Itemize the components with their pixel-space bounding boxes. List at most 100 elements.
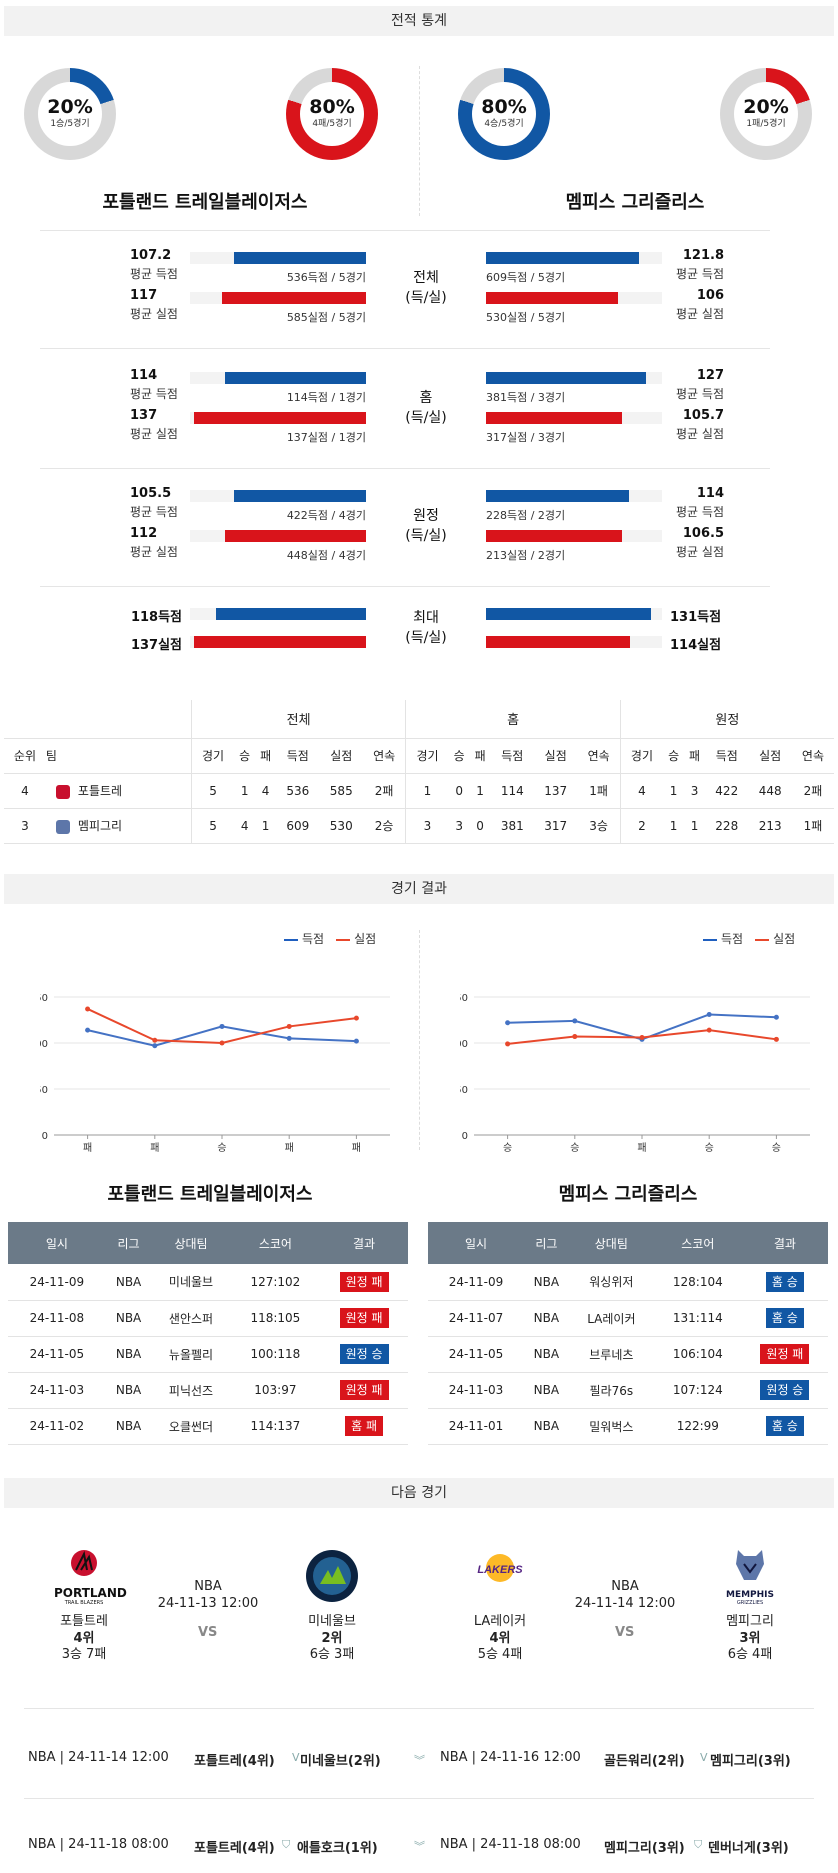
right-max-bar bbox=[486, 636, 630, 648]
left-home-name: 포틀트레 bbox=[60, 1614, 108, 1629]
standings-header: 패 bbox=[469, 738, 491, 774]
results-cell: 122:99 bbox=[653, 1408, 742, 1445]
right-stat-bar bbox=[486, 490, 629, 502]
standings-header: 팀 bbox=[45, 738, 192, 774]
result-badge: 원정 패 bbox=[339, 1308, 389, 1328]
results-cell: 24-11-08 bbox=[8, 1300, 106, 1337]
results-cell: 원정 패 bbox=[320, 1372, 408, 1409]
right-max-value: 114실점 bbox=[670, 638, 722, 653]
donut-percent: 80% bbox=[309, 96, 355, 118]
results-cell: 원정 패 bbox=[320, 1300, 408, 1337]
data-point bbox=[353, 1038, 359, 1044]
vs-icon: V bbox=[700, 1751, 708, 1764]
donut-sub: 4패/5경기 bbox=[312, 119, 352, 129]
results-cell: NBA bbox=[523, 1408, 569, 1445]
y-tick-label: 150 bbox=[40, 993, 48, 1004]
standings-cell: 4 bbox=[619, 773, 664, 809]
result-badge: 원정 패 bbox=[760, 1344, 810, 1364]
standings-header: 경기 bbox=[405, 738, 449, 774]
y-tick-label: 0 bbox=[462, 1131, 468, 1142]
standings-cell: 228 bbox=[705, 808, 749, 844]
data-point bbox=[286, 1023, 292, 1029]
data-point bbox=[85, 1006, 91, 1012]
compare-category-sub: (득/실) bbox=[405, 410, 447, 426]
standings-header: 승 bbox=[663, 738, 685, 774]
schedule-2-right-team: 멤피그리(3위) bbox=[604, 1841, 685, 1856]
data-point bbox=[505, 1041, 511, 1047]
standings-cell: 0 bbox=[448, 773, 470, 809]
right-results-table: 일시 리그 상대팀 스코어 결과 24-11-09 NBA 워싱위저 128:104 홈 승 24-… bbox=[428, 1222, 828, 1445]
result-badge: 홈 승 bbox=[765, 1308, 804, 1328]
results-row: 24-11-02 NBA 오클썬더 114:137 홈 패 bbox=[8, 1408, 408, 1445]
right-stat-text: 609득점 / 5경기 bbox=[486, 271, 566, 284]
left-stat-bar bbox=[225, 530, 366, 542]
legend-swatch-score bbox=[284, 938, 298, 941]
data-point bbox=[706, 1027, 712, 1033]
left-line-chart: 0 50 100 150 패 패 승 패 패 bbox=[40, 993, 390, 1154]
right-next-league: NBA bbox=[611, 1579, 639, 1594]
standings-cell: 609 bbox=[276, 808, 320, 844]
data-point bbox=[572, 1018, 578, 1024]
standings-header: 패 bbox=[255, 738, 277, 774]
max-category: 최대 bbox=[413, 610, 439, 626]
standings-cell: 1 bbox=[234, 773, 256, 809]
results-header: 일시 bbox=[428, 1222, 524, 1264]
standings-header: 경기 bbox=[619, 738, 664, 774]
left-away-name: 미네울브 bbox=[308, 1614, 356, 1629]
results-cell: 뉴올펠리 bbox=[151, 1336, 231, 1373]
results-cell: 원정 승 bbox=[320, 1336, 408, 1373]
results-cell: 오클썬더 bbox=[151, 1408, 231, 1445]
schedule-2-right-opp: 덴버너게(3위) bbox=[708, 1841, 789, 1856]
memphis-logo-icon bbox=[55, 819, 70, 834]
right-stat-label: 평균 실점 bbox=[676, 427, 724, 441]
data-point bbox=[152, 1043, 158, 1049]
right-home-rank: 4위 bbox=[489, 1631, 511, 1646]
chevron-down-icon: ︾ bbox=[414, 1840, 425, 1853]
left-stat-bar bbox=[234, 490, 366, 502]
compare-category: 홈 bbox=[419, 390, 433, 406]
left-stat-value: 114 bbox=[130, 368, 158, 383]
left-max-value: 137실점 bbox=[130, 638, 182, 653]
right-stat-value: 121.8 bbox=[682, 248, 724, 263]
results-cell: 미네울브 bbox=[151, 1264, 231, 1301]
standings-header: 연속 bbox=[577, 738, 621, 774]
left-away-rank: 2위 bbox=[321, 1631, 343, 1646]
chart-divider bbox=[419, 930, 420, 1150]
x-tick-label: 패 bbox=[285, 1142, 294, 1154]
right-stat-value: 105.7 bbox=[682, 408, 724, 423]
results-header: 일시 bbox=[8, 1222, 106, 1264]
standings-header: 승 bbox=[234, 738, 256, 774]
right-away-rank: 3위 bbox=[739, 1631, 761, 1646]
results-cell: 홈 승 bbox=[741, 1408, 828, 1445]
standings-cell: 1패 bbox=[791, 808, 834, 844]
data-point bbox=[639, 1034, 645, 1040]
x-tick-label: 승 bbox=[705, 1142, 714, 1154]
x-tick-label: 패 bbox=[150, 1142, 159, 1154]
data-point bbox=[773, 1036, 779, 1042]
right-line-chart: 0 50 100 150 승 승 패 승 승 bbox=[460, 993, 810, 1154]
results-cell: NBA bbox=[523, 1264, 569, 1301]
right-stat-bar bbox=[486, 412, 622, 424]
right-results-team-name: 멤피스 그리즐리스 bbox=[558, 1184, 698, 1205]
standings-cell: 3 bbox=[4, 808, 46, 844]
legend-allowed: 실점 bbox=[354, 932, 377, 946]
next-section-title: 다음 경기 bbox=[4, 1478, 834, 1508]
standings-header: 연속 bbox=[362, 738, 406, 774]
left-stat-label: 평균 득점 bbox=[130, 505, 178, 519]
results-cell: 홈 승 bbox=[741, 1300, 828, 1337]
left-stat-text: 536득점 / 5경기 bbox=[286, 271, 366, 284]
standings-cell: 2 bbox=[619, 808, 664, 844]
standings-cell: 2패 bbox=[791, 773, 834, 809]
chevron-down-icon: ︾ bbox=[414, 1754, 425, 1767]
results-header: 스코어 bbox=[653, 1222, 742, 1264]
schedule-1-left-team: 포틀트레(4위) bbox=[194, 1754, 275, 1769]
results-row: 24-11-05 NBA 뉴올펠리 100:118 원정 승 bbox=[8, 1336, 408, 1373]
x-tick-label: 승 bbox=[772, 1142, 781, 1154]
logo-sub: GRIZZLIES bbox=[736, 1600, 764, 1606]
results-cell: NBA bbox=[105, 1408, 152, 1445]
results-cell: 24-11-03 bbox=[428, 1372, 524, 1409]
logo-text: MEMPHIS bbox=[725, 1590, 775, 1600]
right-stat-value: 127 bbox=[696, 368, 724, 383]
results-cell: 피닉선즈 bbox=[151, 1372, 231, 1409]
divider bbox=[40, 348, 770, 349]
